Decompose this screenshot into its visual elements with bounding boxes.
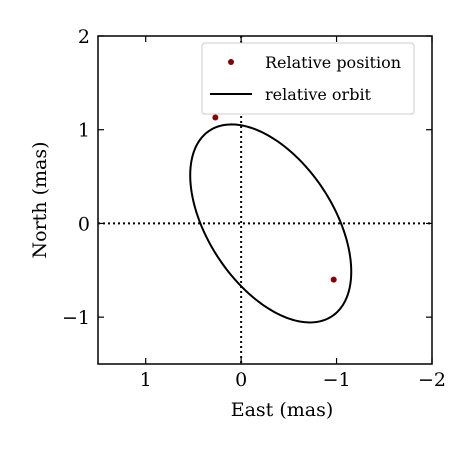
x-axis-label: East (mas) xyxy=(231,399,334,421)
axis-layer: 1 0 −1 −2 2 1 0 −1 xyxy=(62,26,446,391)
y-tick-label: 1 xyxy=(78,120,90,142)
x-tick-label: −1 xyxy=(323,369,351,391)
legend: Relative position relative orbit xyxy=(201,42,415,115)
legend-box xyxy=(201,42,415,115)
x-tick-label: 1 xyxy=(140,369,152,391)
x-tick-label: −2 xyxy=(418,369,446,391)
plot-layer xyxy=(98,36,432,364)
plot-frame xyxy=(97,35,433,365)
orbit-line xyxy=(189,123,353,324)
y-tick-label: −1 xyxy=(62,307,90,329)
relative-position-point-2 xyxy=(330,276,337,283)
legend-marker-relative-position xyxy=(228,59,234,65)
x-tick-label: 0 xyxy=(235,369,247,391)
y-tick-label: 0 xyxy=(78,213,90,235)
relative-position-point-1 xyxy=(212,114,219,121)
legend-label-relative-orbit: relative orbit xyxy=(265,85,372,104)
legend-label-relative-position: Relative position xyxy=(265,53,401,72)
y-axis-label: North (mas) xyxy=(29,142,51,259)
y-tick-label: 2 xyxy=(78,26,90,48)
